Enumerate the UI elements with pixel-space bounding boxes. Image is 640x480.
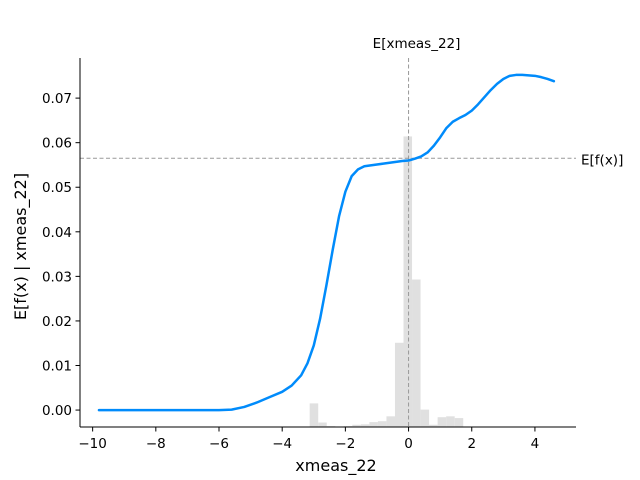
y-tick-label: 0.01 (42, 359, 72, 375)
histogram-bar (412, 279, 421, 427)
y-tick-label: 0.05 (42, 180, 72, 196)
histogram-bar (437, 417, 447, 427)
y-tick-label: 0.02 (42, 314, 72, 330)
histogram (309, 136, 464, 427)
expected-feature-label: E[xmeas_22] (373, 36, 461, 52)
y-tick-label: 0.03 (42, 269, 72, 285)
dependence-line (97, 73, 556, 412)
y-tick-label: 0.07 (42, 91, 72, 107)
y-tick-label: 0.06 (42, 136, 72, 152)
x-axis-label: xmeas_22 (295, 456, 376, 476)
axes (79, 58, 576, 428)
y-tick-label: 0.00 (42, 403, 72, 419)
expected-value-label: E[f(x)] (581, 152, 623, 168)
x-tick-label: −4 (272, 436, 292, 452)
x-tick-label: 4 (531, 436, 540, 452)
y-tick-label: 0.04 (42, 225, 72, 241)
histogram-bar (403, 136, 413, 427)
histogram-bar (446, 416, 455, 427)
histogram-bar (309, 403, 319, 427)
y-ticks: 0.00 0.01 0.02 0.03 0.04 0.05 0.06 0.07 (42, 91, 80, 419)
x-tick-label: 0 (404, 436, 413, 452)
y-axis-label: E[f(x) | xmeas_22] (11, 173, 31, 320)
histogram-bar (377, 421, 387, 427)
x-ticks: −10 −8 −6 −4 −2 0 2 4 (78, 427, 539, 452)
histogram-bar (454, 418, 464, 427)
histogram-bar (394, 342, 404, 427)
x-tick-label: −2 (335, 436, 355, 452)
x-tick-label: −8 (146, 436, 166, 452)
histogram-bar (420, 409, 430, 427)
histogram-bar (386, 416, 395, 427)
histogram-bar (429, 424, 438, 427)
x-tick-label: −10 (78, 436, 107, 452)
histogram-bar (360, 424, 370, 427)
x-tick-label: −6 (209, 436, 229, 452)
histogram-bar (369, 422, 378, 427)
histogram-bar (318, 422, 327, 427)
x-tick-label: 2 (467, 436, 476, 452)
histogram-bar (352, 424, 361, 427)
